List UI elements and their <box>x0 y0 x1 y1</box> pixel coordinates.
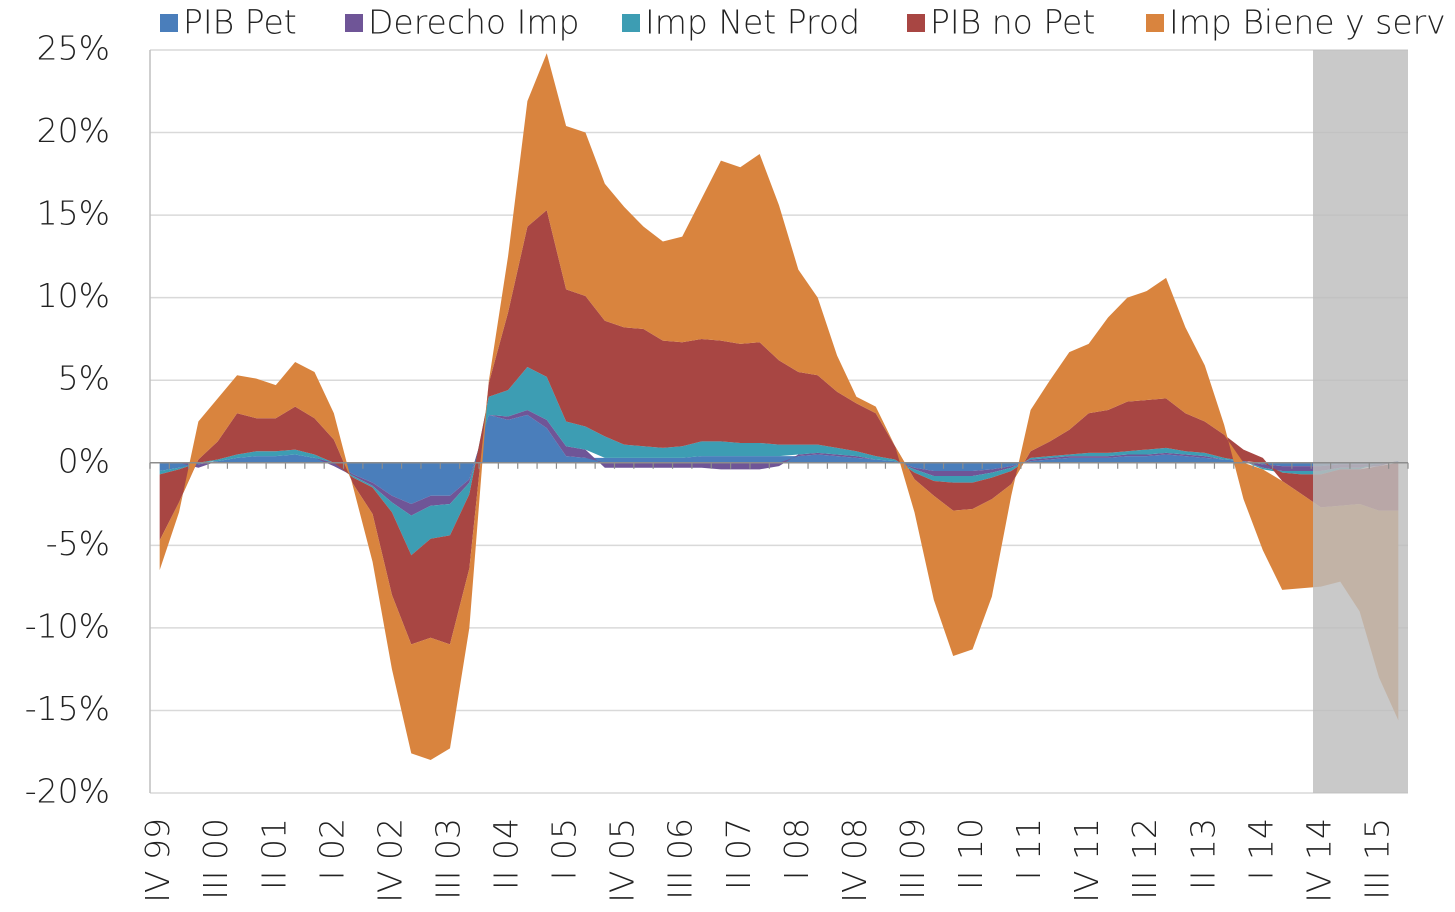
y-tick-label: 25% <box>37 29 110 68</box>
y-tick-label: 20% <box>37 111 110 150</box>
y-tick-label: 0% <box>58 441 110 480</box>
shaded-period <box>1313 50 1408 793</box>
y-tick-label: -10% <box>25 606 110 645</box>
y-tick-label: -15% <box>25 689 110 728</box>
x-tick-label: IV 02 <box>370 818 409 903</box>
legend-swatch <box>622 14 640 32</box>
legend-swatch <box>1146 14 1164 32</box>
legend-label: PIB no Pet <box>930 3 1095 42</box>
x-tick-label: I 08 <box>777 818 816 880</box>
y-tick-label: -5% <box>46 524 110 563</box>
x-tick-label: IV 11 <box>1067 818 1106 903</box>
x-tick-label: IV 99 <box>138 818 177 903</box>
axes: -20% -15% -10% -5% 0% 5% 10% 15% 20% 25% IV 99 III … <box>25 3 1446 903</box>
legend-swatch <box>160 14 178 32</box>
legend-label: PIB Pet <box>183 3 297 42</box>
areas <box>159 53 1399 760</box>
x-tick-label: III 15 <box>1357 818 1396 900</box>
x-tick-label: III 03 <box>428 818 467 900</box>
x-tick-label: II 13 <box>1183 818 1222 890</box>
y-tick-label: 15% <box>37 194 110 233</box>
x-tick-label: I 05 <box>545 818 584 880</box>
x-tick-label: IV 05 <box>603 818 642 903</box>
x-tick-label: I 14 <box>1241 818 1280 880</box>
x-tick-label: II 10 <box>951 818 990 890</box>
y-tick-label: 5% <box>58 359 110 398</box>
x-tick-label: III 12 <box>1125 818 1164 900</box>
area <box>159 414 1399 505</box>
x-tick-label: II 01 <box>254 818 293 890</box>
x-tick-label: IV 14 <box>1299 818 1338 903</box>
x-tick-label: I 11 <box>1009 818 1048 880</box>
legend-label: Imp Net Prod <box>645 3 860 42</box>
legend-swatch <box>345 14 363 32</box>
y-tick-label: 10% <box>37 276 110 315</box>
legend-label: Derecho Imp <box>368 3 579 42</box>
x-tick-label: III 06 <box>661 818 700 900</box>
x-tick-label: III 00 <box>196 818 235 900</box>
x-tick-label: II 04 <box>487 818 526 890</box>
y-tick-label: -20% <box>25 772 110 811</box>
x-tick-label: III 09 <box>893 818 932 900</box>
x-tick-label: II 07 <box>719 818 758 890</box>
x-tick-label: I 02 <box>312 818 351 880</box>
area <box>159 210 1399 645</box>
legend-swatch <box>907 14 925 32</box>
legend-label: Imp Biene y serv <box>1169 3 1446 42</box>
area <box>159 53 1399 760</box>
x-tick-label: IV 08 <box>835 818 874 903</box>
